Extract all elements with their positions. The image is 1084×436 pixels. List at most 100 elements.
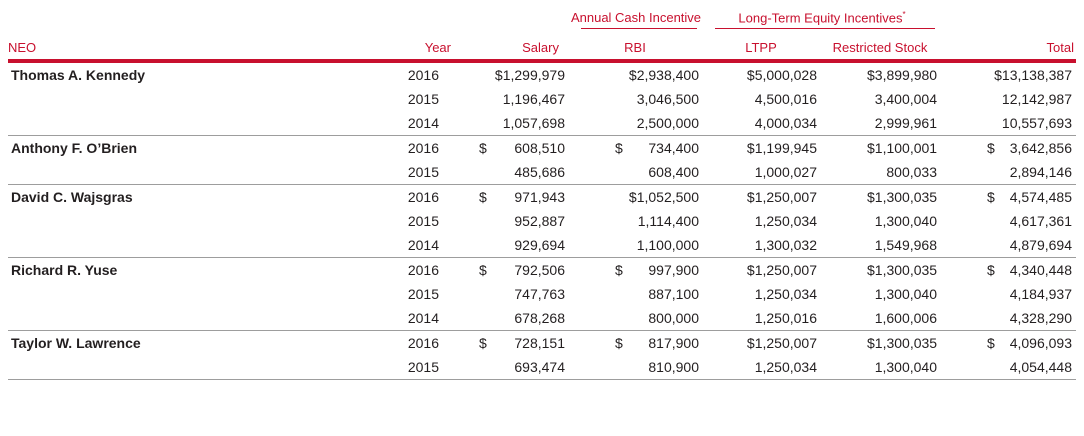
amount-value: 3,046,500 bbox=[636, 91, 699, 108]
amount: 1,250,034 bbox=[703, 286, 817, 302]
group-long-term-equity: Long-Term Equity Incentives* bbox=[703, 10, 941, 30]
group-spacer bbox=[376, 10, 453, 29]
amount-value: 4,328,290 bbox=[1009, 310, 1072, 327]
amount-value: 1,250,034 bbox=[754, 359, 817, 376]
amount-value: 1,549,968 bbox=[874, 237, 937, 254]
table-row: David C. Wajsgras 2016 $971,943 $1,052,500 $… bbox=[8, 184, 1076, 210]
ltpp-cell: 1,000,027 bbox=[703, 160, 821, 185]
table-row: 2015 952,887 1,114,400 1,250,034 1,300,040 4,… bbox=[8, 209, 1076, 233]
amount-value: $1,300,035 bbox=[867, 262, 938, 279]
currency-symbol: $ bbox=[615, 335, 623, 352]
neo-name bbox=[8, 233, 376, 258]
table-row: Anthony F. O’Brien 2016 $608,510 $734,400 $1… bbox=[8, 135, 1076, 161]
rbi-cell: 810,900 bbox=[569, 355, 703, 381]
amount-value: $1,199,945 bbox=[746, 140, 817, 157]
group-annual-rule bbox=[581, 28, 697, 30]
amount: 2,999,961 bbox=[821, 115, 937, 131]
currency-symbol bbox=[859, 286, 867, 302]
currency-symbol bbox=[471, 359, 479, 375]
amount: 1,300,040 bbox=[821, 213, 937, 229]
amount-value: $1,100,001 bbox=[867, 140, 938, 157]
amount: 2,500,000 bbox=[569, 115, 699, 131]
table-row: Thomas A. Kennedy 2016 $1,299,979 $2,938,40… bbox=[8, 61, 1076, 87]
currency-symbol bbox=[471, 213, 479, 229]
amount-value: 1,300,040 bbox=[874, 286, 937, 303]
salary-cell: 952,887 bbox=[453, 209, 569, 233]
currency-symbol: $ bbox=[987, 335, 995, 352]
amount: $997,900 bbox=[569, 262, 699, 278]
currency-symbol bbox=[471, 67, 479, 83]
currency-symbol bbox=[737, 359, 745, 375]
amount-value: 1,300,032 bbox=[754, 237, 817, 254]
year-cell: 2016 bbox=[376, 257, 453, 283]
currency-symbol bbox=[859, 237, 867, 253]
amount: 1,600,006 bbox=[821, 310, 937, 326]
rbi-cell: 3,046,500 bbox=[569, 87, 703, 111]
currency-symbol bbox=[979, 115, 987, 131]
amount: $1,300,035 bbox=[821, 189, 937, 205]
neo-name bbox=[8, 355, 376, 381]
amount: 1,549,968 bbox=[821, 237, 937, 253]
amount-value: 971,943 bbox=[514, 189, 565, 206]
amount-value: 12,142,987 bbox=[1001, 91, 1072, 108]
neo-name: Thomas A. Kennedy bbox=[11, 67, 146, 84]
rbi-cell: 887,100 bbox=[569, 282, 703, 306]
year-cell: 2015 bbox=[407, 164, 439, 181]
rs-cell: 1,300,040 bbox=[821, 282, 941, 306]
currency-symbol bbox=[979, 359, 987, 375]
amount-value: $1,250,007 bbox=[746, 262, 817, 279]
amount-value: 747,763 bbox=[514, 286, 565, 303]
currency-symbol bbox=[859, 115, 867, 131]
rbi-cell: $997,900 bbox=[569, 257, 703, 283]
amount-value: 4,500,016 bbox=[754, 91, 817, 108]
currency-symbol: $ bbox=[479, 335, 487, 352]
currency-symbol bbox=[737, 164, 745, 180]
amount-value: 997,900 bbox=[648, 262, 699, 279]
amount-value: 1,250,034 bbox=[754, 213, 817, 230]
rs-cell: $1,300,035 bbox=[821, 330, 941, 356]
amount: $1,250,007 bbox=[703, 262, 817, 278]
ltpp-cell: $1,250,007 bbox=[703, 184, 821, 210]
currency-symbol bbox=[471, 164, 479, 180]
year-cell: 2014 bbox=[407, 237, 439, 254]
amount: $1,300,035 bbox=[821, 335, 937, 351]
table-row: 2015 1,196,467 3,046,500 4,500,016 3,400,004… bbox=[8, 87, 1076, 111]
total-cell: $4,340,448 bbox=[941, 257, 1076, 283]
rbi-cell: $2,938,400 bbox=[569, 61, 703, 87]
table-row: Richard R. Yuse 2016 $792,506 $997,900 $1,25… bbox=[8, 257, 1076, 283]
rs-cell: 2,999,961 bbox=[821, 111, 941, 136]
currency-symbol bbox=[859, 140, 867, 156]
salary-cell: $792,506 bbox=[453, 257, 569, 283]
ltpp-cell: 4,000,034 bbox=[703, 111, 821, 136]
amount: 4,184,937 bbox=[941, 286, 1072, 302]
amount: $4,574,485 bbox=[941, 189, 1072, 205]
year-cell: 2015 bbox=[407, 91, 439, 108]
currency-symbol: $ bbox=[987, 189, 995, 206]
amount: 485,686 bbox=[453, 164, 565, 180]
currency-symbol: $ bbox=[615, 140, 623, 157]
salary-cell: $1,299,979 bbox=[453, 61, 569, 87]
rs-cell: 1,549,968 bbox=[821, 233, 941, 258]
currency-symbol bbox=[979, 164, 987, 180]
currency-symbol bbox=[737, 140, 745, 156]
amount: 747,763 bbox=[453, 286, 565, 302]
year-cell: 2016 bbox=[376, 184, 453, 210]
amount-value: 4,054,448 bbox=[1009, 359, 1072, 376]
amount-value: 1,250,016 bbox=[754, 310, 817, 327]
total-cell: 2,894,146 bbox=[941, 160, 1076, 185]
salary-cell: 485,686 bbox=[453, 160, 569, 185]
amount-value: $3,899,980 bbox=[867, 67, 938, 84]
total-cell: 10,557,693 bbox=[941, 111, 1076, 136]
salary-cell: 747,763 bbox=[453, 282, 569, 306]
amount-value: 1,300,040 bbox=[874, 213, 937, 230]
currency-symbol bbox=[859, 213, 867, 229]
total-cell: $3,642,856 bbox=[941, 135, 1076, 161]
amount: $1,250,007 bbox=[703, 335, 817, 351]
col-header-total: Total bbox=[941, 29, 1076, 64]
total-cell: $13,138,387 bbox=[941, 61, 1076, 87]
currency-symbol bbox=[737, 262, 745, 278]
currency-symbol bbox=[859, 189, 867, 205]
amount: 4,000,034 bbox=[703, 115, 817, 131]
amount: 4,500,016 bbox=[703, 91, 817, 107]
